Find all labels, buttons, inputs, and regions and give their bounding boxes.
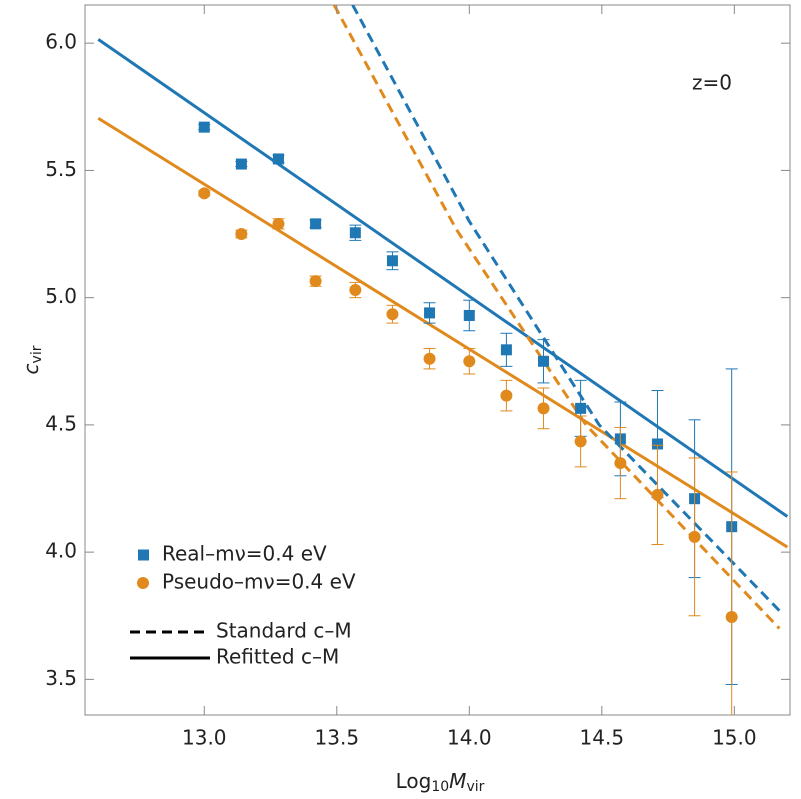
point [310,218,322,230]
x-tick-label: 13.5 [315,726,360,750]
point [349,284,362,297]
legend-label: Pseudo–mν=0.4 eV [162,570,356,594]
point [500,344,512,356]
y-tick-label: 4.5 [45,411,77,435]
y-tick-label: 3.5 [45,666,77,690]
point [386,308,399,321]
plot-frame [84,4,791,716]
point [235,158,247,170]
x-tick-label: 15.0 [712,726,757,750]
point [725,611,738,624]
point [198,121,210,133]
fit-line [97,116,789,549]
legend-marker [137,577,149,589]
point [651,488,664,501]
point [463,309,475,321]
x-tick-label: 14.0 [447,726,492,750]
point [309,275,322,288]
point [688,530,701,543]
y-tick-label: 4.0 [45,539,77,563]
fit-line [332,5,781,630]
point [386,255,398,267]
legend-marker [138,549,149,561]
point [651,438,663,450]
point [235,228,248,241]
legend-label: Refitted c–M [216,645,339,669]
annotation: z=0 [692,71,732,95]
point [574,435,587,448]
point [423,352,436,365]
x-label-part: M [449,769,466,793]
y-tick-label: 6.0 [45,30,77,54]
x-axis-label: Log10Mvir [396,769,485,796]
point [500,389,513,402]
fit-line [97,38,789,518]
legend-label: Real–mν=0.4 eV [162,542,327,566]
y-tick-label: 5.5 [45,157,77,181]
plot-area [97,5,789,715]
point [349,227,361,239]
fit-line [351,5,781,612]
point [424,307,436,319]
point [272,153,284,165]
x-label-part: Log [396,769,432,793]
legend-label: Standard c–M [216,619,352,643]
y-label-part: c [19,363,43,374]
point [198,187,211,200]
x-label-part: 10 [431,779,449,795]
y-axis-label: cvir [19,345,46,374]
x-tick-label: 13.0 [182,726,227,750]
x-tick-label: 14.5 [580,726,625,750]
point [575,402,587,414]
point [272,217,285,230]
point [463,355,476,368]
point [614,457,627,470]
point [537,402,550,415]
x-label-part: vir [466,779,484,795]
y-label-part: vir [29,345,45,363]
y-tick-label: 5.0 [45,284,77,308]
point [538,355,550,367]
